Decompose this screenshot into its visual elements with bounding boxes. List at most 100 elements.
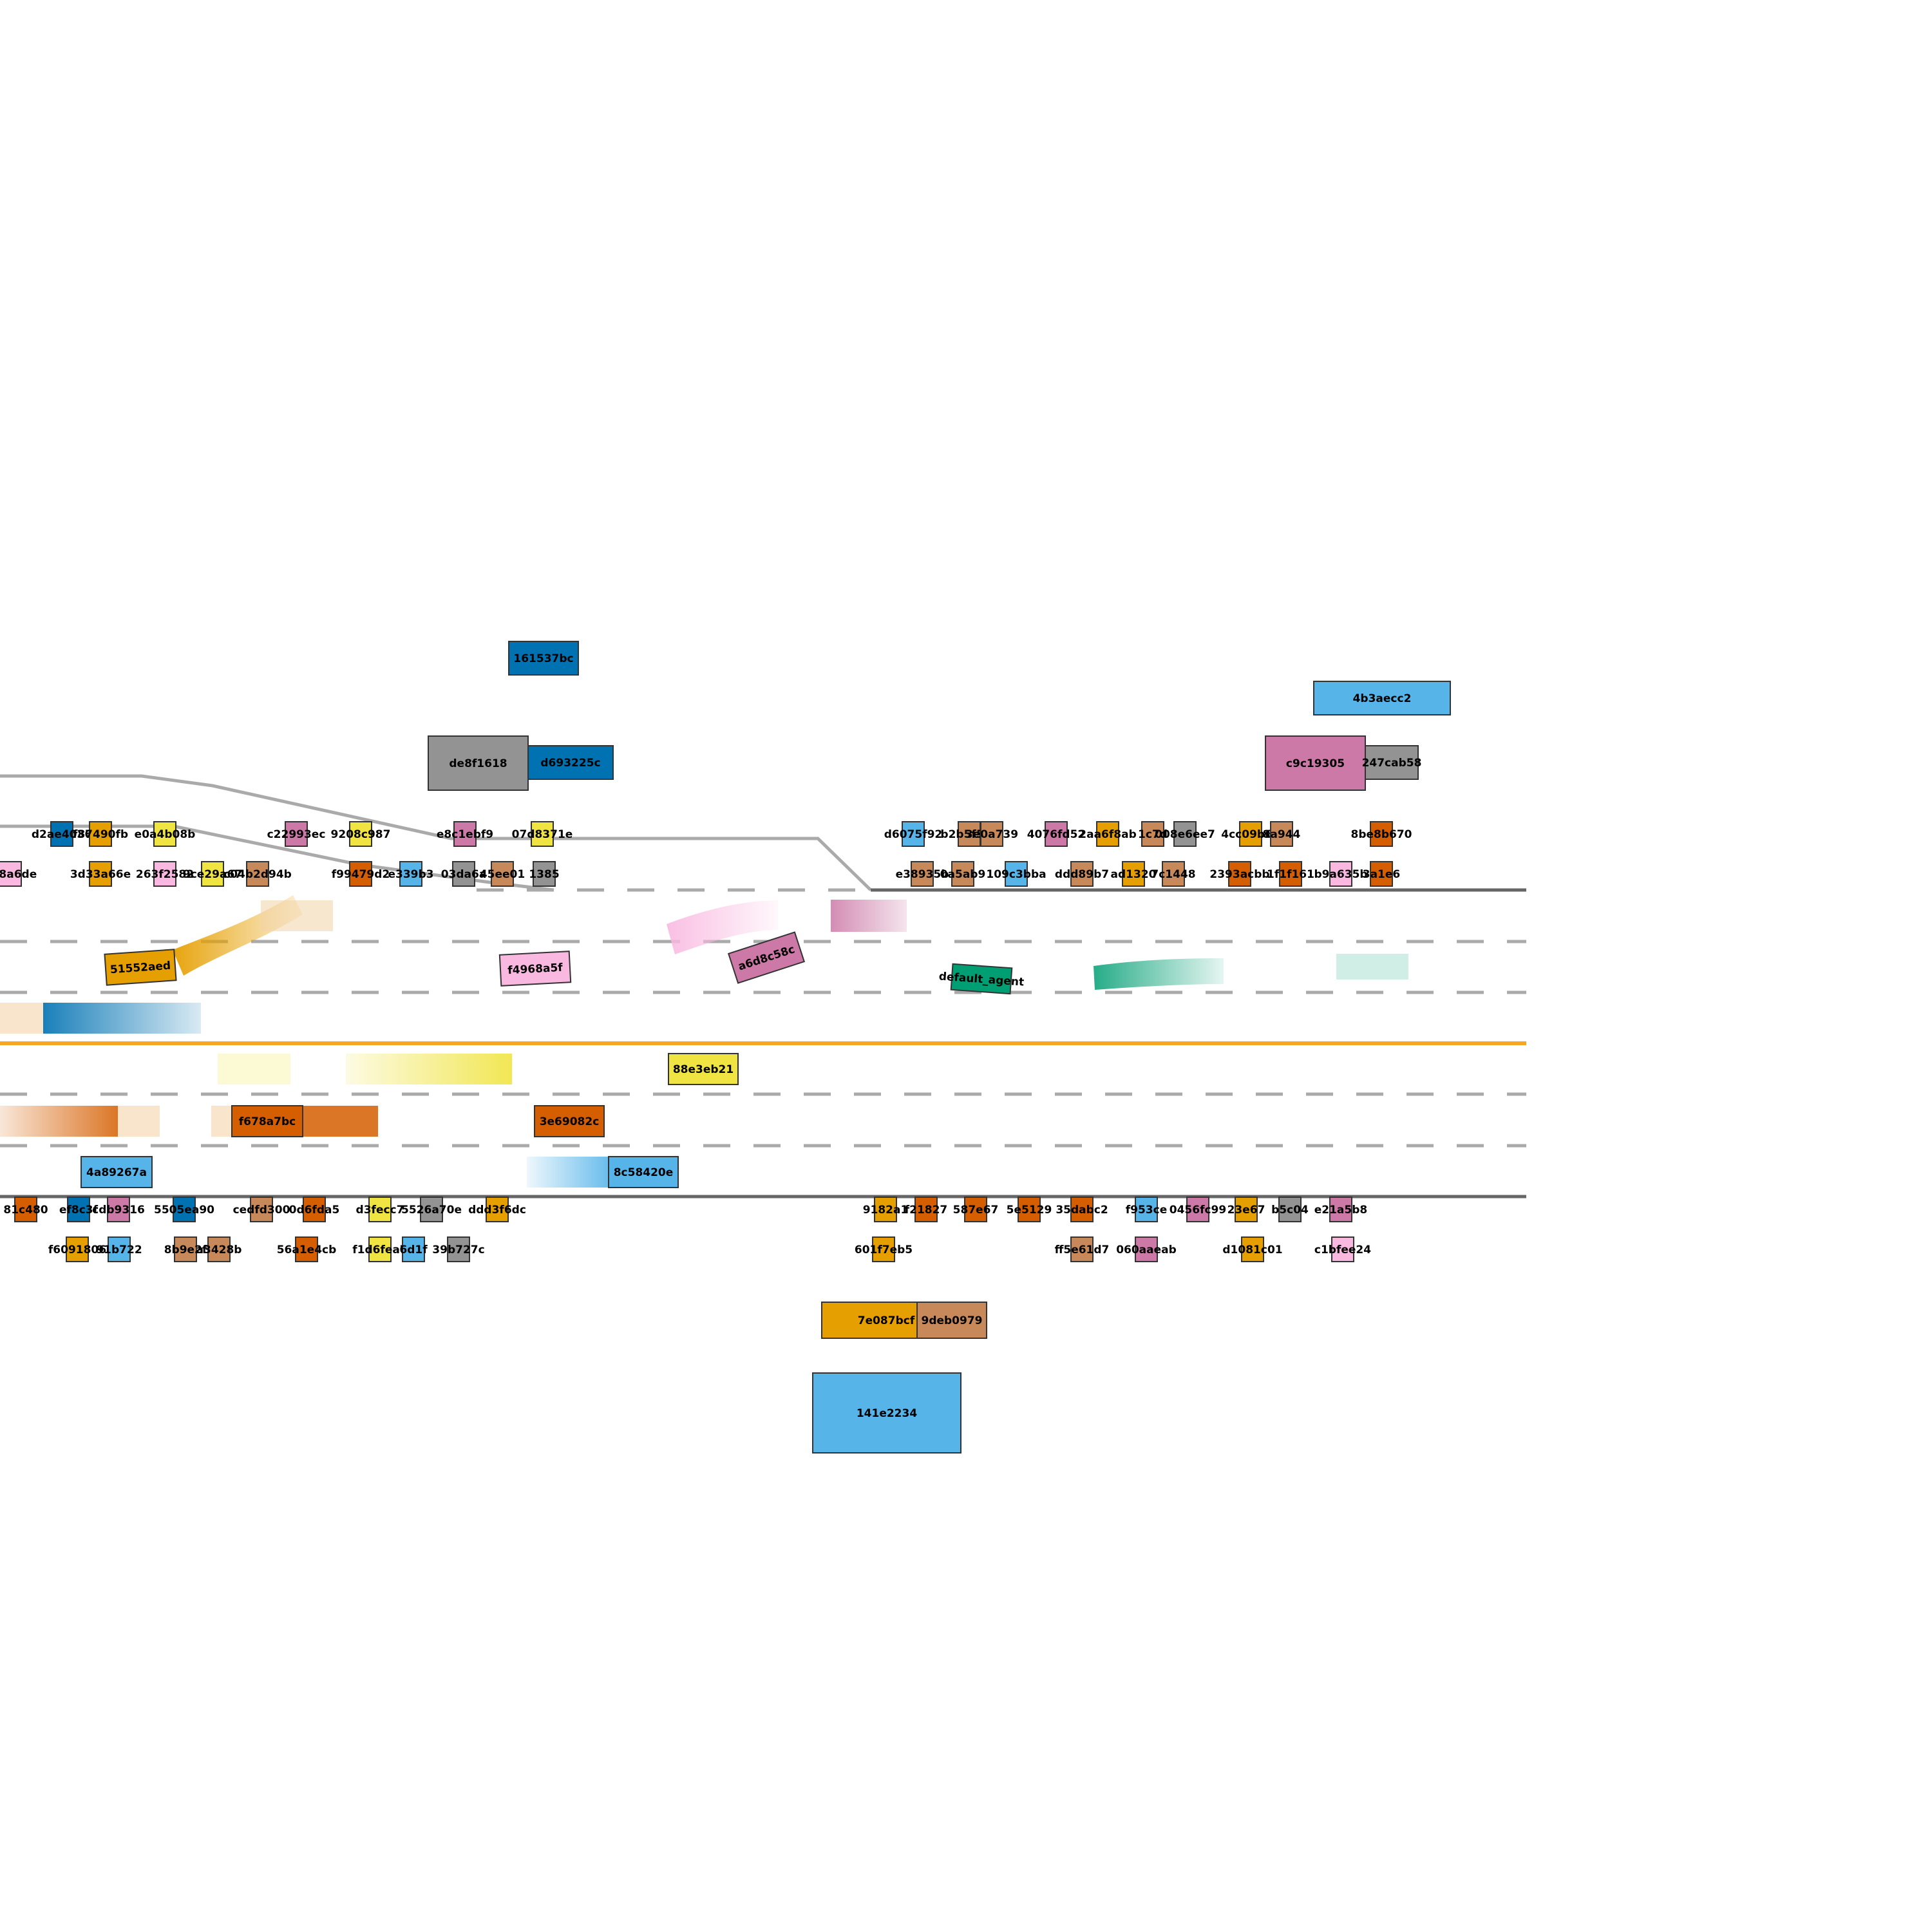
vehicle-label: ad1320 xyxy=(1111,868,1157,881)
vehicle-39b727c: 39b727c xyxy=(432,1236,485,1262)
vehicle-88e3eb21: 88e3eb21 xyxy=(668,1053,739,1085)
vehicle-label: a3428b xyxy=(196,1244,242,1256)
vehicle-label: 9deb0979 xyxy=(921,1314,982,1327)
vehicle-label: 91b722 xyxy=(96,1244,142,1256)
vehicle-body xyxy=(1135,1197,1158,1222)
vehicle-label: 1f1f161 xyxy=(1267,868,1314,881)
vehicle-body xyxy=(1018,1197,1041,1222)
vehicle-label: f953ce xyxy=(1126,1204,1168,1217)
vehicle-label: 0d6fda5 xyxy=(289,1204,340,1217)
vehicle-body xyxy=(1141,821,1164,847)
vehicle-label: f99479d2 xyxy=(332,868,390,881)
vehicle-label: d6075f92 xyxy=(884,828,943,841)
vehicle-label: 0a5ab9 xyxy=(940,868,986,881)
vehicle-label: 3a1e6 xyxy=(1363,868,1401,881)
vehicle-body xyxy=(1239,821,1262,847)
vehicle-body xyxy=(1228,861,1251,887)
vehicle-f4968a5f: f4968a5f xyxy=(498,951,572,987)
vehicle-label: f21827 xyxy=(905,1204,948,1217)
vehicle-109c3bba: 109c3bba xyxy=(986,861,1046,887)
vehicle-label: c04b2d94b xyxy=(223,868,292,881)
vehicle-body xyxy=(107,1197,130,1222)
vehicle-body xyxy=(201,861,224,887)
vehicle-body xyxy=(50,821,73,847)
vehicle-label: e0a4b08b xyxy=(135,828,196,841)
vehicle-label: 5e5129 xyxy=(1007,1204,1052,1217)
vehicle-body xyxy=(950,963,1013,995)
vehicle-body xyxy=(608,1156,679,1188)
vehicle-label: 5526a70e xyxy=(401,1204,462,1217)
vehicle-body xyxy=(533,861,556,887)
vehicle-03da6a: 03da6a xyxy=(441,861,486,887)
vehicle-label: d3fecc7 xyxy=(356,1204,404,1217)
vehicle-body xyxy=(89,861,112,887)
vehicle-body xyxy=(207,1236,231,1262)
vehicle-label: 88e3eb21 xyxy=(673,1063,734,1076)
vehicle-label: 398a6de xyxy=(0,868,37,881)
vehicle-5505ea90: 5505ea90 xyxy=(154,1197,214,1222)
vehicle-1f1f161: 1f1f161 xyxy=(1267,861,1314,887)
vehicle-0d6fda5: 0d6fda5 xyxy=(289,1197,340,1222)
vehicle-label: 1c7d xyxy=(1138,828,1168,841)
vehicle-0a5ab9: 0a5ab9 xyxy=(940,861,986,887)
vehicle-060aaeab: 060aaeab xyxy=(1116,1236,1177,1262)
vehicle-label: 7e087bcf xyxy=(858,1314,915,1327)
trail-pink-dark xyxy=(831,900,907,932)
vehicle-e0a4b08b: e0a4b08b xyxy=(135,821,196,847)
vehicle-label: d693225c xyxy=(540,757,600,770)
vehicle-label: 109c3bba xyxy=(986,868,1046,881)
vehicle-body xyxy=(1270,821,1293,847)
vehicle-d3fecc7: d3fecc7 xyxy=(356,1197,404,1222)
vehicle-ddd89b7: ddd89b7 xyxy=(1055,861,1109,887)
vehicle-4a89267a: 4a89267a xyxy=(80,1156,153,1188)
vehicle-body xyxy=(368,1197,392,1222)
vehicle-body xyxy=(1370,821,1393,847)
vehicle-4076fd52: 4076fd52 xyxy=(1027,821,1085,847)
vehicle-label: 2aa6f8ab xyxy=(1079,828,1136,841)
vehicle-9182a1: 9182a1 xyxy=(863,1197,908,1222)
vehicle-body xyxy=(349,861,372,887)
trail-sky xyxy=(527,1157,611,1188)
trail-yellow-ghost xyxy=(218,1054,290,1084)
vehicle-label: de8f1618 xyxy=(449,757,507,770)
vehicle-body xyxy=(1370,861,1393,887)
vehicle-body xyxy=(911,861,934,887)
vehicle-e339b3: e339b3 xyxy=(388,861,434,887)
vehicle-a6d8c58c: a6d8c58c xyxy=(727,931,806,984)
vehicle-body xyxy=(368,1236,392,1262)
vehicle-de8f1618: de8f1618 xyxy=(428,735,529,791)
vehicle-56a1e4cb: 56a1e4cb xyxy=(277,1236,336,1262)
vehicle-body xyxy=(498,951,572,987)
vehicle-body xyxy=(246,861,269,887)
trail-blue xyxy=(43,1003,201,1034)
vehicle-label: d1081c01 xyxy=(1222,1244,1282,1256)
vehicle-label: 060aaeab xyxy=(1116,1244,1177,1256)
vehicle-23e67: 23e67 xyxy=(1227,1197,1265,1222)
vehicle-c22993ec: c22993ec xyxy=(267,821,326,847)
vehicle-f678a7bc: f678a7bc xyxy=(231,1105,303,1137)
vehicle-label: 4b3aecc2 xyxy=(1353,692,1412,705)
vehicle-b9a635b: b9a635b xyxy=(1314,861,1368,887)
vehicle-f21827: f21827 xyxy=(905,1197,948,1222)
vehicle-1c7d: 1c7d xyxy=(1138,821,1168,847)
vehicle-label: c22993ec xyxy=(267,828,326,841)
vehicle-body xyxy=(916,1302,987,1339)
vehicle-body xyxy=(1070,1197,1094,1222)
vehicle-label: f4968a5f xyxy=(507,961,564,977)
trail-yellow xyxy=(346,1054,512,1084)
vehicle-label: 81c480 xyxy=(3,1204,48,1217)
trail-verm-ghost xyxy=(118,1106,160,1137)
vehicle-body xyxy=(872,1236,895,1262)
vehicle-label: 2393acbb xyxy=(1209,868,1269,881)
vehicle-label: 0456fc99 xyxy=(1170,1204,1226,1217)
vehicle-c1bfee24: c1bfee24 xyxy=(1314,1236,1371,1262)
vehicle-07d8371e: 07d8371e xyxy=(512,821,573,847)
vehicle-body xyxy=(80,1156,153,1188)
vehicle-51552aed: 51552aed xyxy=(104,949,177,986)
vehicle-8c58420e: 8c58420e xyxy=(608,1156,679,1188)
vehicle-body xyxy=(1070,1236,1094,1262)
vehicle-ddd3f6dc: ddd3f6dc xyxy=(468,1197,526,1222)
vehicle-label: e8c1ebf9 xyxy=(437,828,493,841)
vehicle-c9c19305: c9c19305 xyxy=(1265,735,1366,791)
